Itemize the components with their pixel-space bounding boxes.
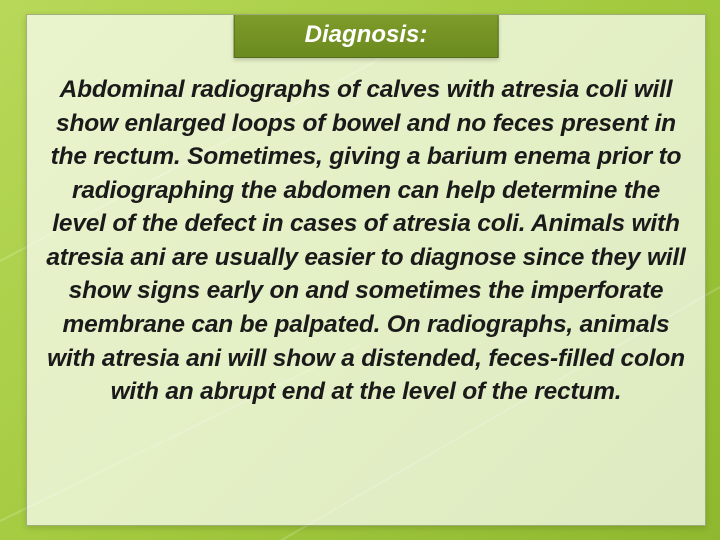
title-text: Diagnosis: (305, 21, 428, 48)
body-text: Abdominal radiographs of calves with atr… (43, 73, 689, 513)
title-box: Diagnosis: (234, 15, 499, 58)
content-frame: Diagnosis: Abdominal radiographs of calv… (26, 14, 706, 526)
